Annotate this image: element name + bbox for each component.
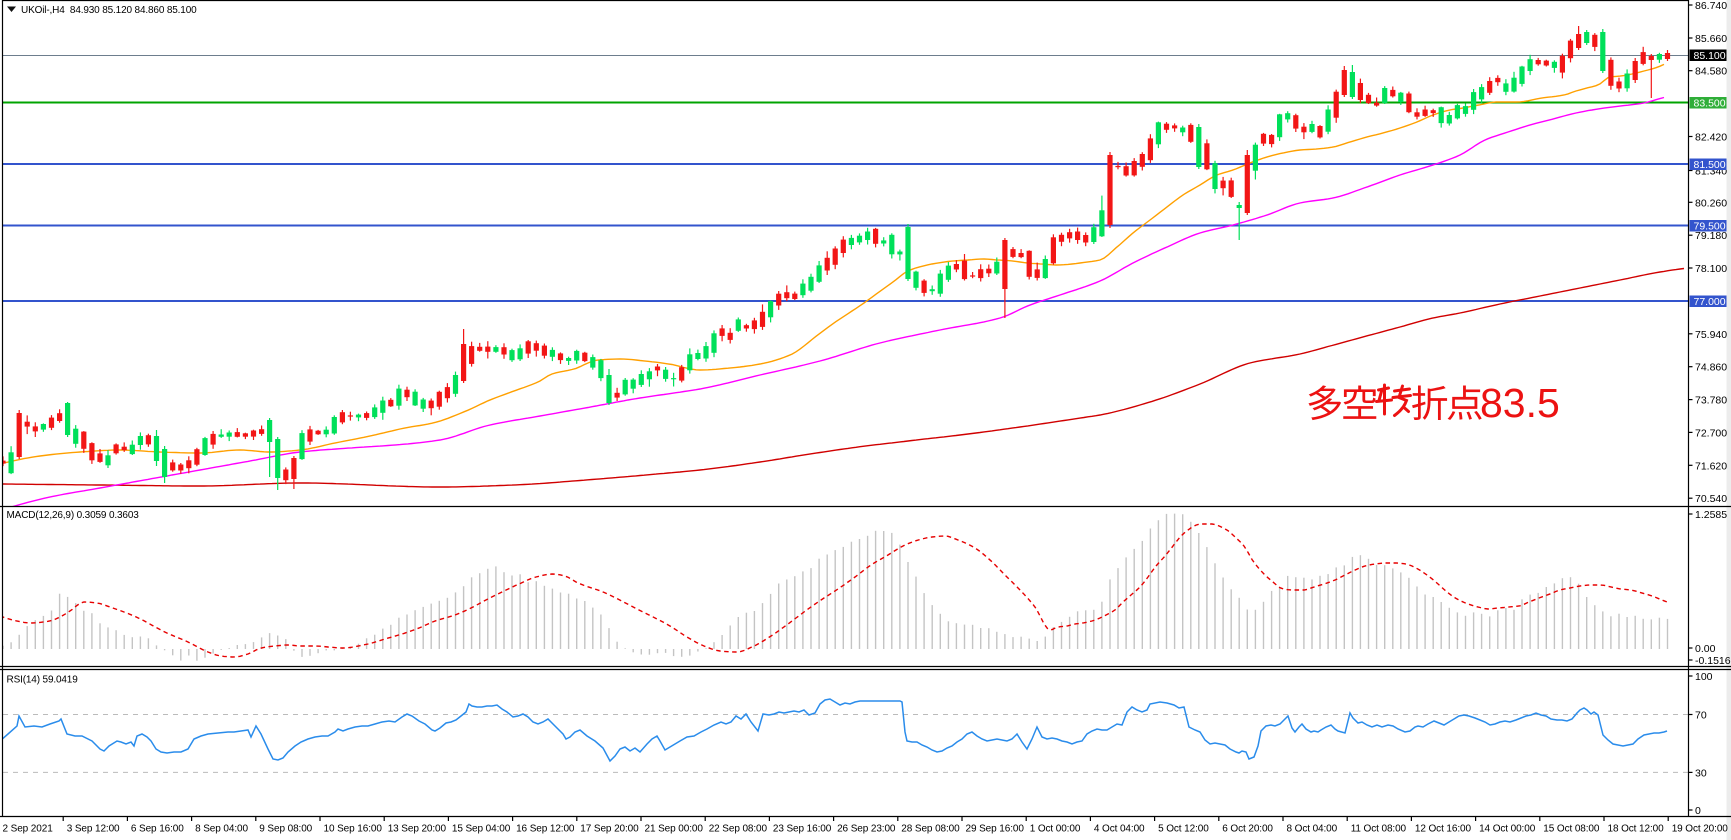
- svg-text:12 Oct 16:00: 12 Oct 16:00: [1415, 824, 1472, 835]
- svg-text:70.540: 70.540: [1695, 493, 1727, 505]
- svg-text:1.2585: 1.2585: [1695, 509, 1727, 521]
- svg-text:77.000: 77.000: [1694, 296, 1726, 308]
- svg-text:6 Oct 20:00: 6 Oct 20:00: [1222, 824, 1273, 835]
- svg-text:21 Sep 00:00: 21 Sep 00:00: [645, 824, 704, 835]
- svg-text:73.780: 73.780: [1695, 395, 1727, 407]
- svg-text:26 Sep 23:00: 26 Sep 23:00: [837, 824, 896, 835]
- svg-text:0.00: 0.00: [1695, 643, 1716, 655]
- svg-text:82.420: 82.420: [1695, 132, 1727, 144]
- svg-text:9 Sep 08:00: 9 Sep 08:00: [259, 824, 312, 835]
- svg-text:81.500: 81.500: [1694, 159, 1726, 171]
- svg-text:15 Sep 04:00: 15 Sep 04:00: [452, 824, 511, 835]
- svg-text:-0.1516: -0.1516: [1695, 655, 1731, 667]
- svg-text:22 Sep 08:00: 22 Sep 08:00: [709, 824, 768, 835]
- svg-text:80.260: 80.260: [1695, 197, 1727, 209]
- svg-text:30: 30: [1695, 767, 1707, 779]
- svg-text:18 Oct 12:00: 18 Oct 12:00: [1608, 824, 1665, 835]
- svg-text:14 Oct 00:00: 14 Oct 00:00: [1479, 824, 1536, 835]
- svg-text:0: 0: [1695, 805, 1701, 817]
- svg-text:1 Oct 00:00: 1 Oct 00:00: [1030, 824, 1081, 835]
- svg-text:79.180: 79.180: [1695, 230, 1727, 242]
- svg-text:6 Sep 16:00: 6 Sep 16:00: [131, 824, 184, 835]
- svg-text:19 Oct 20:00: 19 Oct 20:00: [1672, 824, 1729, 835]
- svg-text:85.100: 85.100: [1694, 50, 1726, 62]
- svg-text:23 Sep 16:00: 23 Sep 16:00: [773, 824, 832, 835]
- svg-text:MACD(12,26,9) 0.3059 0.3603: MACD(12,26,9) 0.3059 0.3603: [7, 510, 140, 521]
- svg-text:75.940: 75.940: [1695, 329, 1727, 341]
- svg-text:11 Oct 08:00: 11 Oct 08:00: [1351, 824, 1407, 835]
- svg-text:83.5: 83.5: [1480, 380, 1560, 426]
- svg-text:3 Sep 12:00: 3 Sep 12:00: [67, 824, 120, 835]
- svg-text:85.660: 85.660: [1695, 33, 1727, 45]
- svg-text:71.620: 71.620: [1695, 460, 1727, 472]
- svg-text:72.700: 72.700: [1695, 427, 1727, 439]
- svg-text:RSI(14) 59.0419: RSI(14) 59.0419: [7, 675, 79, 686]
- svg-text:83.500: 83.500: [1694, 98, 1726, 110]
- svg-text:29 Sep 16:00: 29 Sep 16:00: [966, 824, 1025, 835]
- svg-text:10 Sep 16:00: 10 Sep 16:00: [324, 824, 383, 835]
- svg-text:17 Sep 20:00: 17 Sep 20:00: [580, 824, 639, 835]
- svg-text:UKOil-,H4 84.930 85.120 84.86: UKOil-,H4 84.930 85.120 84.860 85.100: [21, 5, 197, 16]
- svg-text:15 Oct 08:00: 15 Oct 08:00: [1543, 824, 1600, 835]
- svg-text:5 Oct 12:00: 5 Oct 12:00: [1158, 824, 1209, 835]
- svg-text:8 Sep 04:00: 8 Sep 04:00: [195, 824, 248, 835]
- svg-text:86.740: 86.740: [1695, 0, 1727, 12]
- svg-text:84.580: 84.580: [1695, 66, 1727, 78]
- svg-text:78.100: 78.100: [1695, 263, 1727, 275]
- svg-text:2 Sep 2021: 2 Sep 2021: [3, 824, 54, 835]
- svg-text:74.860: 74.860: [1695, 362, 1727, 374]
- svg-text:16 Sep 12:00: 16 Sep 12:00: [516, 824, 575, 835]
- svg-text:4 Oct 04:00: 4 Oct 04:00: [1094, 824, 1145, 835]
- svg-text:70: 70: [1695, 710, 1707, 722]
- svg-text:79.500: 79.500: [1694, 221, 1726, 233]
- svg-text:8 Oct 04:00: 8 Oct 04:00: [1287, 824, 1338, 835]
- svg-text:100: 100: [1695, 671, 1713, 683]
- svg-text:28 Sep 08:00: 28 Sep 08:00: [901, 824, 960, 835]
- svg-text:13 Sep 20:00: 13 Sep 20:00: [388, 824, 447, 835]
